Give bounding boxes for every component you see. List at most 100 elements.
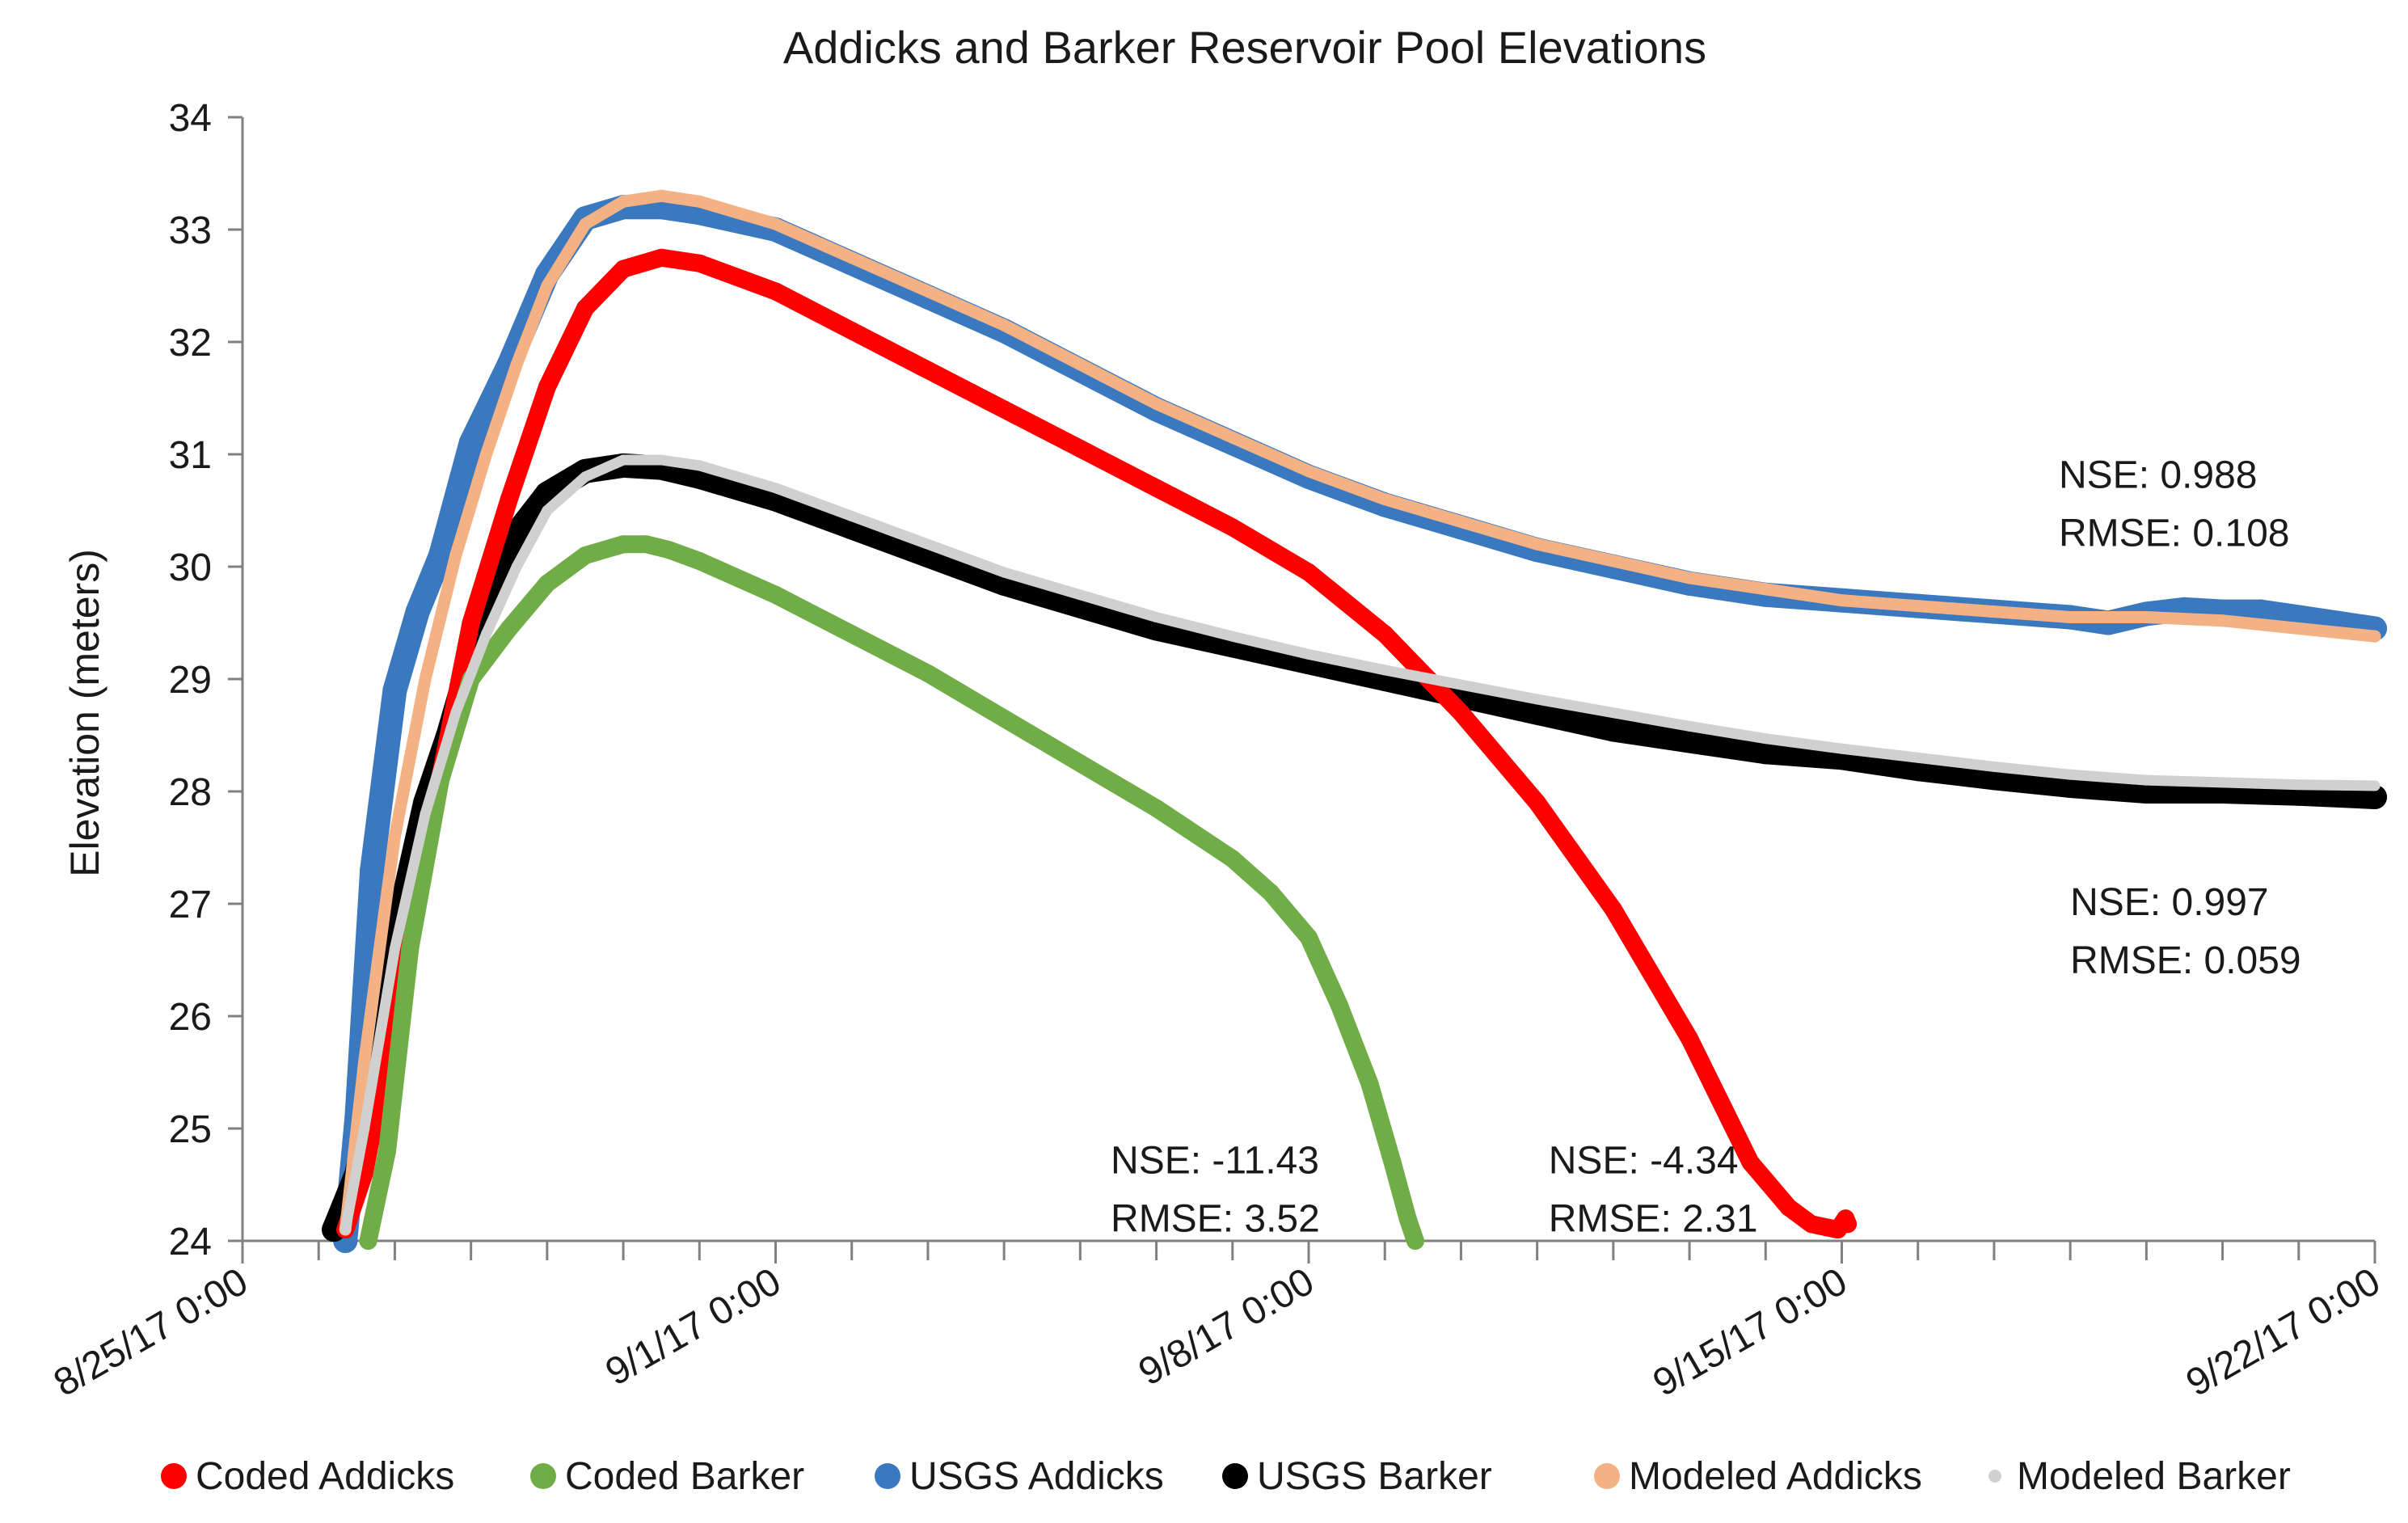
legend-marker-modeled-addicks	[1594, 1463, 1620, 1489]
point-modeled-barker-20	[1379, 664, 1390, 676]
point-coded-addicks-22	[1604, 900, 1622, 918]
point-usgs-barker-35	[2363, 784, 2387, 809]
y-tick-label-30: 30	[169, 546, 212, 589]
point-modeled-addicks-4	[449, 549, 462, 562]
x-tick-label-2: 9/8/17 0:00	[1132, 1260, 1322, 1394]
legend-marker-coded-barker	[530, 1463, 556, 1489]
point-coded-addicks-15	[1071, 440, 1090, 458]
point-modeled-addicks-10	[655, 189, 668, 202]
point-coded-barker-7	[576, 546, 594, 565]
point-modeled-addicks-11	[693, 195, 706, 208]
point-coded-barker-5	[500, 619, 518, 638]
point-coded-barker-2	[401, 939, 420, 958]
point-modeled-barker-24	[1684, 720, 1695, 732]
point-modeled-addicks-2	[388, 830, 401, 843]
point-modeled-addicks-21	[1454, 515, 1467, 528]
point-coded-addicks-24	[1741, 1153, 1760, 1171]
legend-marker-usgs-addicks	[875, 1463, 900, 1489]
point-modeled-addicks-5	[479, 448, 492, 461]
point-coded-barker-10	[660, 541, 678, 559]
point-modeled-addicks-9	[617, 195, 630, 208]
point-usgs-addicks-35	[2248, 599, 2273, 624]
point-modeled-barker-7	[542, 505, 553, 516]
point-modeled-barker-18	[1227, 631, 1238, 642]
point-coded-barker-21	[1330, 996, 1348, 1015]
series-usgs-addicks	[333, 195, 2387, 1253]
point-modeled-addicks-8	[579, 217, 592, 230]
legend: Coded Addicks Coded Barker USGS Addicks USG…	[161, 1455, 2291, 1498]
legend-label-usgs-barker: USGS Barker	[1257, 1455, 1492, 1498]
point-modeled-barker-12	[770, 483, 781, 494]
point-modeled-addicks-25	[1759, 583, 1772, 596]
legend-label-coded-addicks: Coded Addicks	[196, 1455, 454, 1498]
series-modeled-barker	[339, 454, 2381, 1235]
x-tick-label-0: 8/25/17 0:00	[47, 1260, 255, 1405]
point-modeled-barker-16	[1074, 589, 1086, 601]
point-modeled-addicks-28	[1988, 605, 2001, 618]
annotation-barker-model-line-0: NSE: 0.997	[2070, 881, 2268, 924]
point-modeled-addicks-32	[2292, 622, 2305, 635]
point-coded-addicks-26	[1802, 1215, 1820, 1234]
legend-marker-usgs-barker	[1222, 1463, 1248, 1489]
point-coded-barker-16	[1071, 754, 1090, 773]
point-modeled-barker-10	[656, 454, 667, 466]
point-modeled-barker-14	[922, 538, 934, 550]
point-coded-addicks-7	[576, 299, 594, 318]
point-coded-barker-24	[1398, 1209, 1417, 1228]
point-coded-barker-18	[1223, 850, 1242, 868]
annotation-coded-addicks: NSE: -4.34 RMSE: 2.31	[1549, 1140, 1758, 1241]
point-modeled-barker-9	[618, 454, 629, 466]
point-modeled-addicks-1	[358, 1055, 371, 1068]
y-tick-label-32: 32	[169, 322, 212, 365]
point-modeled-addicks-33	[2368, 630, 2381, 643]
chart-title: Addicks and Barker Reservoir Pool Elevat…	[783, 22, 1706, 73]
point-modeled-barker-21	[1455, 679, 1466, 690]
point-modeled-barker-0	[339, 1224, 351, 1235]
point-coded-addicks-6	[538, 378, 556, 396]
legend-label-modeled-barker: Modeled Barker	[2017, 1455, 2291, 1498]
point-coded-barker-8	[614, 535, 633, 554]
point-modeled-barker-32	[2293, 779, 2305, 791]
point-coded-addicks-8	[614, 259, 633, 278]
point-coded-barker-13	[842, 625, 861, 643]
point-coded-addicks-17	[1223, 518, 1242, 537]
point-modeled-addicks-29	[2064, 611, 2077, 624]
point-usgs-barker-25	[1600, 717, 1626, 742]
x-tick-label-4: 9/22/17 0:00	[2179, 1260, 2388, 1405]
y-tick-label-27: 27	[169, 884, 212, 926]
point-coded-barker-17	[1147, 799, 1166, 817]
series-usgs-barker	[322, 453, 2387, 1242]
point-coded-addicks-5	[500, 490, 518, 508]
point-usgs-addicks-2	[360, 858, 385, 883]
point-usgs-addicks-6	[458, 431, 483, 456]
y-tick-label-28: 28	[169, 771, 212, 814]
annotation-addicks-model-line-1: RMSE: 0.108	[2059, 513, 2289, 555]
point-coded-barker-19	[1261, 884, 1280, 902]
point-modeled-addicks-23	[1607, 555, 1620, 567]
point-usgs-barker-26	[1677, 728, 1702, 753]
point-modeled-barker-33	[2369, 780, 2381, 791]
point-modeled-addicks-18	[1226, 431, 1239, 444]
annotation-barker-model: NSE: 0.997 RMSE: 0.059	[2070, 881, 2300, 982]
legend-label-usgs-addicks: USGS Addicks	[909, 1455, 1164, 1498]
point-modeled-barker-19	[1303, 648, 1314, 660]
point-modeled-barker-8	[580, 471, 591, 483]
y-tick-label-34: 34	[169, 97, 212, 140]
y-tick-label-26: 26	[169, 996, 212, 1039]
point-modeled-addicks-15	[997, 319, 1010, 331]
point-coded-addicks-13	[918, 361, 937, 379]
legend-label-coded-barker: Coded Barker	[565, 1455, 804, 1498]
y-tick-label-33: 33	[169, 209, 212, 252]
point-coded-barker-14	[918, 664, 937, 683]
annotation-addicks-model: NSE: 0.988 RMSE: 0.108	[2059, 454, 2289, 555]
point-coded-barker-22	[1360, 1074, 1379, 1093]
point-modeled-addicks-20	[1378, 493, 1391, 506]
point-modeled-barker-31	[2217, 777, 2229, 788]
annotation-coded-addicks-line-0: NSE: -4.34	[1549, 1140, 1739, 1183]
point-modeled-barker-2	[389, 943, 400, 955]
annotation-barker-model-line-1: RMSE: 0.059	[2070, 939, 2300, 982]
point-modeled-addicks-26	[1836, 594, 1848, 607]
point-coded-addicks-18	[1300, 563, 1318, 581]
point-modeled-barker-25	[1760, 733, 1771, 745]
